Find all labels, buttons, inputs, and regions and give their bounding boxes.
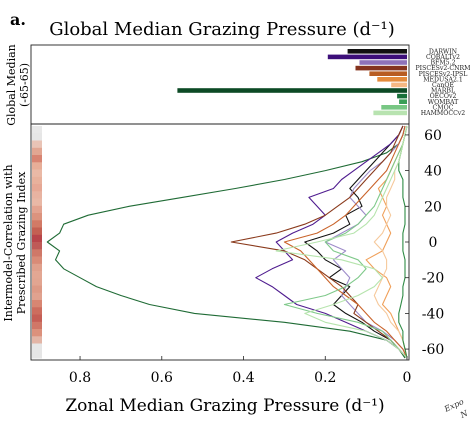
strip-cell	[32, 198, 42, 207]
model-label-cmoc: CMOC	[433, 104, 454, 111]
x-tick-label: 0	[403, 370, 412, 386]
strip-cell	[32, 336, 42, 344]
profile-line-1	[46, 125, 406, 359]
model-label-hammoccv2: HAMMOCCv2	[421, 110, 466, 117]
strip-cell	[32, 133, 42, 141]
strip-cell	[32, 329, 42, 337]
strip-cell	[32, 205, 42, 214]
top-ylabel-line-1: Global Median	[5, 44, 18, 126]
strip-cell	[32, 234, 42, 243]
bar-canoe	[391, 82, 407, 88]
strip-cell	[32, 278, 42, 286]
x-tick-label: 0.4	[232, 370, 254, 386]
strip-cell	[32, 191, 42, 199]
profile-line-5	[230, 125, 408, 359]
y-tick-label: 20	[424, 199, 442, 215]
bar-cobaltv2	[327, 54, 407, 60]
main-chart-ylabel: Intermodel-Correlation with Prescribed G…	[2, 164, 28, 321]
strip-cell	[32, 256, 42, 265]
strip-cell	[32, 321, 42, 330]
model-label-piscesv2-ipsl: PISCESv2-IPSL	[419, 71, 468, 78]
strip-cell	[32, 350, 42, 359]
x-axis-ticks: 0.8 0.6 0.4 0.2 0	[69, 356, 412, 386]
correlation-strip	[32, 126, 42, 359]
x-tick-label: 0.8	[69, 370, 91, 386]
model-label-cobaltv2: COBALTv2	[426, 54, 460, 61]
strip-cell	[32, 343, 42, 352]
strip-cell	[32, 292, 42, 301]
strip-cell	[32, 271, 42, 279]
bar-medusa2.1	[377, 77, 407, 82]
strip-cell	[32, 314, 42, 323]
strip-cell	[32, 285, 42, 294]
bar-darwin	[347, 49, 407, 54]
model-label-wombat: WOMBAT	[428, 99, 459, 106]
y-axis-ticks: 60 40 20 0 -20 -40 -60	[405, 128, 444, 358]
strip-cell	[32, 147, 42, 156]
top-chart-title: Global Median Grazing Pressure (d⁻¹)	[49, 19, 395, 40]
model-label-piscesv2-cnrm: PISCESv2-CNRM	[415, 65, 470, 72]
strip-cell	[32, 176, 42, 185]
model-label-darwin: DARWIN	[429, 48, 458, 55]
y-tick-label: -40	[422, 306, 445, 322]
strip-cell	[32, 307, 42, 315]
x-tick-label: 0.2	[314, 370, 336, 386]
strip-cell	[32, 162, 42, 170]
y-tick-label: 0	[429, 235, 438, 251]
top-model-label-group: DARWINCOBALTv2BFM5.2PISCESv2-CNRMPISCESv…	[415, 48, 470, 117]
profile-line-3	[255, 125, 408, 359]
model-label-bfm5.2: BFM5.2	[430, 60, 455, 67]
bar-hammoccv2	[373, 110, 407, 116]
profile-line-9	[398, 125, 408, 359]
bar-oecov2	[397, 93, 407, 99]
strip-cell	[32, 263, 42, 272]
strip-cell	[32, 126, 42, 134]
panel-label: a.	[10, 10, 26, 29]
y-tick-label: 40	[424, 164, 442, 180]
strip-cell	[32, 220, 42, 228]
profile-line-11	[275, 125, 408, 359]
main-ylabel-line-2: Prescribed Grazing Index	[15, 171, 28, 314]
strip-cell	[32, 184, 42, 192]
strip-cell	[32, 227, 42, 236]
profile-line-6	[283, 125, 408, 359]
model-label-medusa2.1: MEDUSA2.1	[423, 76, 463, 83]
model-label-oecov2: OECOv2	[430, 93, 457, 100]
y-tick-label: -60	[422, 342, 445, 358]
strip-cell	[32, 300, 42, 308]
bar-bfm5.2	[359, 60, 407, 65]
bar-piscesv2-cnrm	[355, 65, 407, 71]
strip-cell	[32, 249, 42, 257]
profile-line-2	[304, 125, 408, 359]
x-tick-label: 0.6	[151, 370, 173, 386]
top-chart-ylabel: Global Median (-65-65)	[5, 44, 31, 126]
strip-cell	[32, 242, 42, 250]
strip-cell	[32, 169, 42, 178]
profile-line-7	[365, 125, 408, 359]
profile-line-10	[283, 125, 408, 359]
top-bar-group	[177, 49, 407, 116]
bar-cmoc	[381, 105, 407, 110]
cutoff-text-2: N	[458, 408, 470, 420]
profile-lines-group	[46, 125, 408, 359]
strip-cell	[32, 140, 42, 149]
model-label-marbl: MARBL	[431, 88, 455, 95]
bar-marbl	[177, 88, 407, 93]
main-ylabel-line-1: Intermodel-Correlation with	[2, 164, 15, 321]
strip-cell	[32, 155, 42, 163]
strip-cell	[32, 213, 42, 221]
y-tick-label: -20	[422, 271, 445, 287]
top-ylabel-line-2: (-65-65)	[18, 63, 31, 107]
main-chart-xlabel: Zonal Median Grazing Pressure (d⁻¹)	[65, 396, 384, 416]
model-label-canoe: CanOE	[432, 82, 454, 89]
bar-wombat	[399, 99, 407, 104]
y-tick-label: 60	[424, 128, 442, 144]
bar-piscesv2-ipsl	[369, 71, 407, 76]
